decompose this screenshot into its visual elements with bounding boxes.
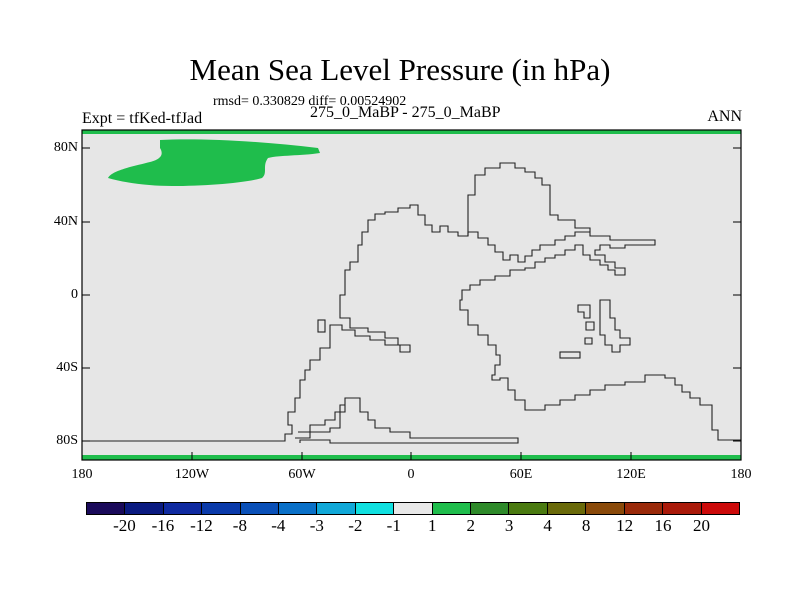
y-tick-label: 40N <box>53 214 78 229</box>
colorbar-label: 20 <box>693 516 711 535</box>
arctic-anomaly-region <box>108 139 320 186</box>
tick-marks <box>81 147 742 460</box>
colorbar-cell <box>432 503 472 514</box>
stats-label: rmsd= 0.330829 diff= 0.00524902 <box>213 94 407 109</box>
southern-peninsula-inner-outline <box>298 404 345 433</box>
colorbar-cell <box>624 503 664 514</box>
colorbar-cell <box>240 503 280 514</box>
colorbar-label: -3 <box>309 516 324 535</box>
colorbar-label: 4 <box>543 516 552 535</box>
period-label: 275_0_MaBP - 275_0_MaBP <box>310 104 501 121</box>
northern-landmass-outline <box>467 162 591 236</box>
x-tick-label: 180 <box>730 467 752 482</box>
colorbar-cell <box>202 503 241 514</box>
x-tick-label: 180 <box>71 467 93 482</box>
island-group-outline <box>577 299 631 353</box>
y-tick-label: 80N <box>53 140 78 155</box>
x-tick-label: 0 <box>407 467 415 482</box>
y-tick-label: 40S <box>56 360 78 375</box>
colorbar-label: -20 <box>113 516 136 535</box>
colorbar-label: 16 <box>654 516 672 535</box>
colorbar-cell <box>87 503 126 514</box>
x-tick-label: 120W <box>174 467 210 482</box>
colorbar-cell <box>355 503 395 514</box>
x-tick-label: 60W <box>288 467 316 482</box>
colorbar-label: -4 <box>271 516 286 535</box>
colorbar-label: -16 <box>151 516 175 535</box>
colorbar-cell <box>317 503 356 514</box>
colorbar-label: -2 <box>348 516 363 535</box>
colorbar-label: -12 <box>190 516 213 535</box>
colorbar <box>86 502 740 515</box>
colorbar-cell <box>279 503 318 514</box>
southern-peninsula-outline <box>295 397 519 444</box>
colorbar-label: 1 <box>427 516 437 535</box>
island-1 <box>317 319 326 333</box>
colorbar-label: 8 <box>581 516 591 535</box>
season-label: ANN <box>707 108 742 125</box>
colorbar-cell <box>125 503 164 514</box>
colorbar-cell <box>547 503 587 514</box>
colorbar-cell <box>163 503 203 514</box>
experiment-label: Expt = tfKed-tfJad <box>82 110 203 127</box>
colorbar-cell <box>509 503 548 514</box>
y-tick-label: 0 <box>71 287 78 302</box>
x-tick-label: 60E <box>509 467 533 482</box>
colorbar-cell <box>471 503 510 514</box>
colorbar-cell <box>701 503 739 514</box>
colorbar-cell <box>586 503 625 514</box>
supercontinent-outline <box>84 204 741 442</box>
colorbar-label: 3 <box>504 516 514 535</box>
x-tick-label: 120E <box>616 467 646 482</box>
map-title: Mean Sea Level Pressure (in hPa) <box>189 52 611 87</box>
colorbar-cell <box>663 503 702 514</box>
colorbar-label: -8 <box>232 516 247 535</box>
y-tick-label: 80S <box>56 433 78 448</box>
coastlines <box>84 162 741 444</box>
island-2 <box>559 351 581 359</box>
colorbar-label: 2 <box>466 516 475 535</box>
colorbar-label: 12 <box>616 516 634 535</box>
north-pole-anomaly-band <box>82 130 741 134</box>
colorbar-label: -1 <box>386 516 401 535</box>
colorbar-cell <box>394 503 433 514</box>
